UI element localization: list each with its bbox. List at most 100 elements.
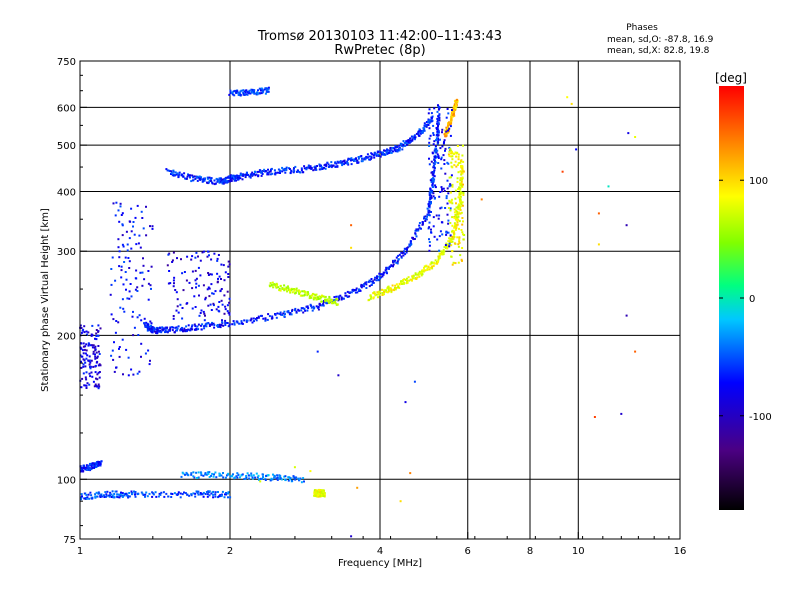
echo-point — [223, 294, 226, 297]
echo-point — [436, 238, 439, 241]
echo-point — [341, 164, 344, 167]
echo-point — [208, 476, 211, 478]
echo-point — [230, 176, 233, 179]
echo-point — [365, 283, 368, 286]
echo-point — [373, 292, 376, 295]
echo-point — [125, 230, 128, 233]
echo-point — [317, 494, 320, 496]
echo-point — [223, 180, 226, 183]
echo-point — [434, 145, 437, 147]
echo-point — [220, 299, 223, 302]
echo-point — [363, 283, 366, 285]
echo-point — [430, 171, 433, 174]
echo-point — [438, 255, 441, 258]
echo-point — [376, 277, 378, 280]
echo-point — [125, 278, 128, 281]
echo-point — [357, 157, 360, 160]
echo-point — [92, 380, 95, 383]
echo-point — [173, 331, 176, 334]
echo-point — [208, 287, 211, 290]
echo-point — [452, 237, 455, 240]
echo-point — [183, 271, 186, 273]
echo-point — [171, 326, 173, 329]
echo-point — [433, 170, 435, 173]
echo-point — [396, 150, 399, 153]
echo-point — [395, 287, 398, 289]
echo-point — [402, 140, 405, 143]
echo-point — [436, 122, 439, 125]
echo-point — [206, 177, 209, 180]
echo-point — [274, 171, 277, 174]
echo-point — [134, 491, 137, 493]
echo-point — [397, 286, 400, 288]
echo-point — [117, 246, 120, 249]
echo-point — [310, 294, 313, 297]
echo-point — [215, 177, 218, 180]
echo-point — [136, 290, 139, 292]
echo-point — [95, 329, 98, 331]
echo-point — [294, 476, 296, 479]
echo-point — [442, 252, 445, 255]
echo-point — [286, 290, 289, 293]
echo-point — [408, 139, 411, 141]
echo-point — [287, 310, 290, 312]
echo-point — [421, 269, 424, 272]
echo-point — [443, 190, 446, 192]
echo-point — [450, 244, 453, 247]
echo-point — [461, 247, 464, 249]
echo-point — [214, 471, 217, 474]
echo-point — [112, 358, 115, 361]
echo-point — [446, 187, 449, 190]
echo-point — [457, 171, 460, 174]
echo-point — [461, 154, 464, 157]
echo-point — [194, 325, 197, 327]
echo-point — [271, 281, 274, 284]
echo-point — [454, 218, 457, 221]
echo-point — [91, 467, 94, 469]
echo-point — [148, 363, 151, 366]
echo-point — [104, 491, 107, 494]
echo-point — [354, 291, 357, 294]
echo-point — [377, 296, 379, 299]
echo-point — [110, 283, 113, 286]
echo-point — [82, 352, 85, 355]
echo-point — [121, 338, 124, 341]
echo-point — [454, 228, 457, 231]
echo-point — [79, 468, 82, 471]
echo-point — [135, 243, 138, 246]
echo-point — [322, 295, 325, 298]
echo-point — [118, 496, 121, 499]
echo-point — [418, 224, 421, 227]
echo-point — [385, 266, 388, 269]
echo-point — [456, 145, 459, 147]
echo-point — [218, 474, 221, 477]
echo-point — [394, 288, 397, 291]
echo-point — [345, 294, 348, 297]
echo-point — [122, 307, 125, 310]
echo-point — [431, 119, 434, 122]
echo-point — [165, 492, 168, 495]
echo-point — [145, 234, 148, 237]
chart-subtitle: RwPretec (8p) — [334, 43, 425, 58]
echo-point — [376, 275, 378, 278]
echo-point — [444, 244, 447, 246]
echo-point — [307, 307, 310, 310]
echo-point — [418, 226, 421, 229]
echo-point — [459, 179, 462, 182]
echo-point — [276, 474, 279, 477]
echo-point — [450, 165, 453, 168]
echo-point — [127, 356, 130, 359]
echo-point — [412, 274, 415, 277]
echo-point — [306, 291, 309, 294]
echo-point — [315, 305, 318, 308]
echo-point — [97, 324, 100, 327]
echo-point — [121, 492, 124, 495]
echo-point — [448, 240, 451, 243]
echo-point — [225, 179, 228, 182]
echo-point — [279, 172, 281, 174]
echo-point — [173, 282, 175, 285]
echo-point — [430, 262, 433, 265]
echo-point — [418, 270, 421, 273]
echo-point — [183, 329, 186, 332]
echo-point — [385, 270, 388, 273]
